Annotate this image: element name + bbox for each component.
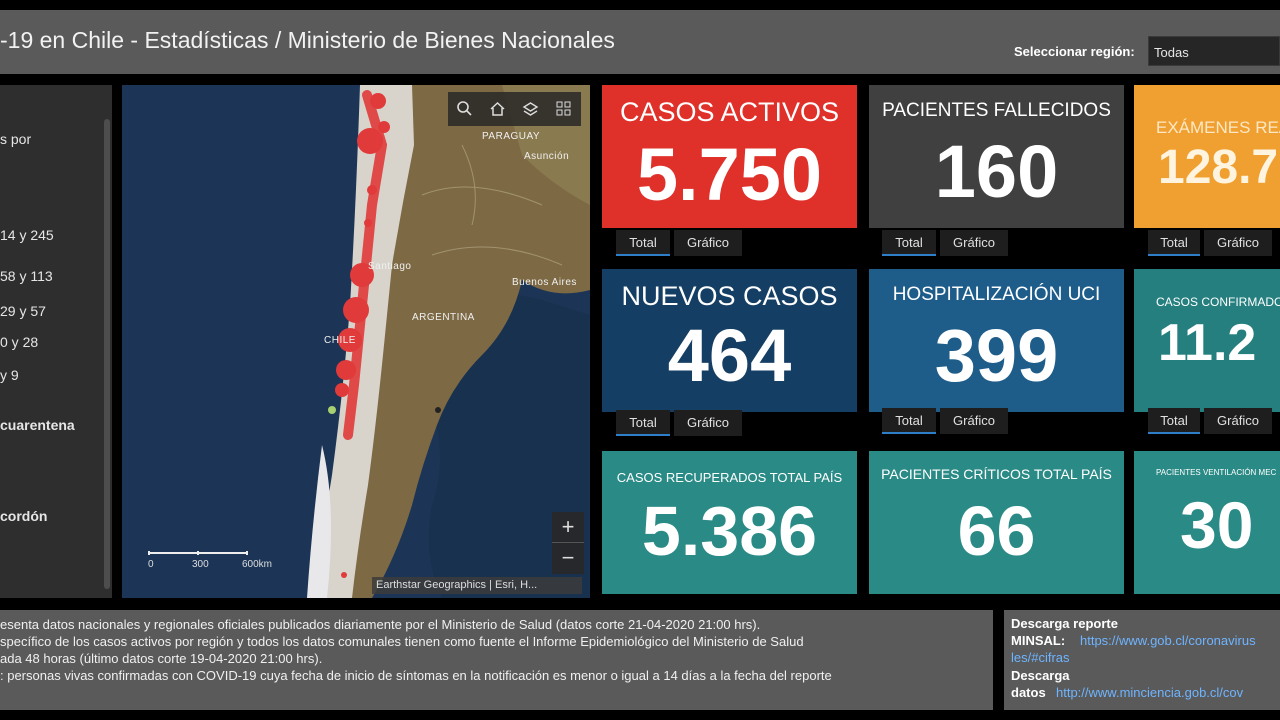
map-toolbar (448, 92, 581, 126)
map-label-paraguay: PARAGUAY (482, 131, 541, 142)
footer-line: specífico de los casos activos por regió… (0, 634, 804, 649)
region-select[interactable]: Todas (1148, 36, 1280, 66)
map-label-buenos-aires: Buenos Aires (512, 277, 577, 288)
card-label: CASOS RECUPERADOS TOTAL PAÍS (616, 470, 843, 485)
zoom-control: + − (552, 512, 584, 574)
layers-icon[interactable] (514, 92, 547, 126)
card-casos-recuperados: CASOS RECUPERADOS TOTAL PAÍS 5.386 (602, 451, 857, 594)
datos-link[interactable]: http://www.minciencia.gob.cl/cov (1056, 685, 1244, 700)
card-value: 160 (934, 130, 1059, 213)
footer-line: ada 48 horas (último datos corte 19-04-2… (0, 651, 323, 666)
minsal-link-cont[interactable]: les/#cifras (1011, 650, 1070, 665)
card-value: 5.750 (636, 133, 823, 216)
footer-line: esenta datos nacionales y regionales ofi… (0, 617, 761, 632)
legend-item: cordón (0, 508, 48, 524)
card-value: 399 (934, 314, 1059, 397)
zoom-in-button[interactable]: + (552, 512, 584, 543)
datos-label: datos (1011, 685, 1046, 700)
legend-item: 0 y 28 (0, 334, 39, 350)
card-label: CASOS CONFIRMADO (1156, 295, 1280, 309)
scale-label: 0 (148, 559, 154, 570)
footer-line: : personas vivas confirmadas con COVID-1… (0, 668, 832, 683)
card-label: PACIENTES CRÍTICOS TOTAL PAÍS (881, 466, 1112, 482)
tab-grafico[interactable]: Gráfico (674, 410, 742, 436)
scale-label: 300 (192, 559, 209, 570)
card-nuevos-casos: NUEVOS CASOS 464 (602, 269, 857, 412)
download-title: Descarga reporte (1011, 616, 1118, 631)
region-select-label: Seleccionar región: (1014, 44, 1135, 59)
card-label: PACIENTES FALLECIDOS (882, 100, 1111, 121)
legend-item: 14 y 245 (0, 227, 54, 243)
tab-total[interactable]: Total (1148, 408, 1200, 434)
tab-total[interactable]: Total (882, 408, 936, 434)
card-value: 11.2 (1158, 314, 1257, 372)
card-label: PACIENTES VENTILACIÓN MEC (1156, 468, 1277, 477)
legend-item: 29 y 57 (0, 303, 46, 319)
card-pacientes-criticos: PACIENTES CRÍTICOS TOTAL PAÍS 66 (869, 451, 1124, 594)
tab-grafico[interactable]: Gráfico (674, 230, 742, 256)
download-title-2: Descarga (1011, 668, 1070, 683)
card-label: CASOS ACTIVOS (619, 97, 840, 127)
card-ventilacion-mecanica: PACIENTES VENTILACIÓN MEC 30 (1134, 451, 1280, 594)
tab-grafico[interactable]: Gráfico (1204, 408, 1272, 434)
tab-total[interactable]: Total (616, 410, 670, 436)
map-label-santiago: Santiago (368, 261, 412, 272)
app-header: -19 en Chile - Estadísticas / Ministerio… (0, 10, 1280, 74)
card-value: 30 (1180, 488, 1254, 562)
legend-scrollbar[interactable] (104, 119, 110, 589)
card-label: HOSPITALIZACIÓN UCI (892, 284, 1101, 305)
footer-notes: esenta datos nacionales y regionales ofi… (0, 610, 993, 710)
scale-label: 600km (242, 559, 273, 570)
cases-map[interactable]: PARAGUAY Asunción Santiago Buenos Aires … (122, 85, 590, 598)
card-label: EXÁMENES REA (1156, 118, 1280, 137)
tab-grafico[interactable]: Gráfico (940, 408, 1008, 434)
card-value: 5.386 (641, 492, 818, 570)
map-attribution[interactable]: Earthstar Geographics | Esri, H... (372, 577, 582, 594)
home-icon[interactable] (481, 92, 514, 126)
map-label-argentina: ARGENTINA (412, 312, 475, 323)
zoom-out-button[interactable]: − (561, 545, 575, 570)
card-value: 66 (957, 492, 1036, 570)
tab-total[interactable]: Total (616, 230, 670, 256)
map-label-chile: CHILE (324, 335, 356, 346)
download-panel: Descarga reporte MINSAL: https://www.gob… (1004, 610, 1280, 710)
card-hospitalizacion-uci: HOSPITALIZACIÓN UCI 399 (869, 269, 1124, 412)
card-pacientes-fallecidos: PACIENTES FALLECIDOS 160 (869, 85, 1124, 228)
tab-total[interactable]: Total (1148, 230, 1200, 256)
legend-item: 58 y 113 (0, 268, 53, 284)
card-examenes-realizados: EXÁMENES REA 128.7 (1134, 85, 1280, 228)
card-label: NUEVOS CASOS (621, 281, 838, 311)
legend-panel: s por 14 y 245 58 y 113 29 y 57 0 y 28 y… (0, 85, 112, 598)
legend-item: cuarentena (0, 417, 75, 433)
tab-grafico[interactable]: Gráfico (1204, 230, 1272, 256)
legend-item: y 9 (0, 367, 19, 383)
card-value: 464 (667, 314, 792, 397)
card-casos-activos: CASOS ACTIVOS 5.750 (602, 85, 857, 228)
minsal-link[interactable]: https://www.gob.cl/coronavirus (1080, 633, 1256, 648)
card-casos-confirmados: CASOS CONFIRMADO 11.2 (1134, 269, 1280, 412)
map-label-asuncion: Asunción (524, 151, 570, 162)
tab-total[interactable]: Total (882, 230, 936, 256)
tab-grafico[interactable]: Gráfico (940, 230, 1008, 256)
search-icon[interactable] (448, 92, 481, 126)
minsal-label: MINSAL: (1011, 633, 1066, 648)
card-value: 128.7 (1158, 141, 1279, 194)
basemap-gallery-icon[interactable] (547, 92, 580, 126)
map-canvas (122, 85, 590, 598)
legend-item: s por (0, 131, 32, 147)
page-title: -19 en Chile - Estadísticas / Ministerio… (0, 27, 615, 53)
